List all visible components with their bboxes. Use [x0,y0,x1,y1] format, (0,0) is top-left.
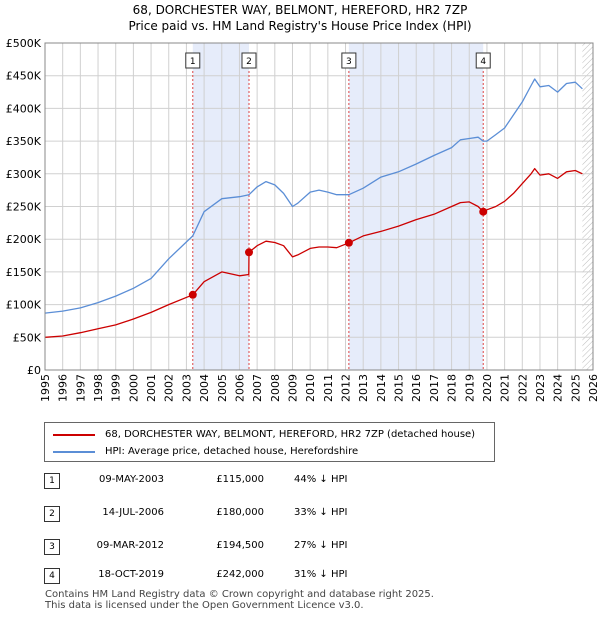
chart-title: 68, DORCHESTER WAY, BELMONT, HEREFORD, H… [132,3,468,17]
y-tick-label: £150K [6,266,42,279]
y-tick-label: £50K [13,331,42,344]
x-tick-label: 2019 [463,374,476,402]
x-tick-label: 2021 [499,374,512,402]
legend-item-hpi: HPI: Average price, detached house, Here… [53,446,358,457]
x-tick-label: 2011 [322,374,335,402]
sale-point [344,238,353,247]
legend-label-property: 68, DORCHESTER WAY, BELMONT, HEREFORD, H… [105,429,476,440]
x-tick-label: 2001 [145,374,158,402]
sale-number-badge: 1 [44,473,60,489]
sale-marker-box [241,52,257,69]
property-price-line [44,167,583,338]
chart-subtitle: Price paid vs. HM Land Registry's House … [128,19,472,33]
sale-date: 14-JUL-2006 [102,507,164,518]
legend-label-hpi: HPI: Average price, detached house, Here… [105,446,359,457]
sale-marker-label: 4 [480,57,486,67]
y-tick-label: £200K [6,233,42,246]
legend: 68, DORCHESTER WAY, BELMONT, HEREFORD, H… [44,422,495,462]
legend-item-property: 68, DORCHESTER WAY, BELMONT, HEREFORD, H… [53,429,475,440]
legend-swatch-hpi [53,450,95,453]
price-chart: £0 £50K £100K £150K £200K £250K £300K £350K £400… [6,37,600,402]
sale-row: 2 14-JUL-2006 £180,000 33% ↓ HPI [44,506,374,524]
x-tick-label: 2026 [587,374,600,402]
legend-swatch-property [53,433,95,436]
x-tick-label: 1997 [74,374,87,402]
x-tick-label: 2009 [286,374,299,402]
x-tick-label: 2010 [304,374,317,402]
footer-licence: This data is licensed under the Open Gov… [45,600,364,611]
sale-marker-box [475,52,491,69]
sale-price: £180,000 [216,507,264,518]
sale-marker-box [341,52,357,69]
x-tick-label: 2012 [340,374,353,402]
x-tick-label: 2015 [393,374,406,402]
x-tick-label: 2013 [357,374,370,402]
sale-row: 3 09-MAR-2012 £194,500 27% ↓ HPI [44,539,374,557]
footer: Contains HM Land Registry data © Crown c… [45,589,434,611]
y-tick-label: £400K [6,102,42,115]
x-tick-label: 2023 [534,374,547,402]
x-tick-label: 2006 [233,374,246,402]
y-tick-label: £250K [6,201,42,214]
x-tick-label: 2008 [269,374,282,402]
sale-marker-box [185,52,201,69]
x-tick-label: 2004 [198,374,211,402]
x-tick-label: 2017 [428,374,441,402]
sale-price: £242,000 [216,569,264,580]
y-tick-label: £100K [6,299,42,312]
sale-hpi-diff: 31% ↓ HPI [294,569,348,580]
x-tick-label: 2022 [516,374,529,402]
x-tick-label: 1996 [57,374,70,402]
sale-date: 09-MAY-2003 [98,474,164,485]
sale-price: £115,000 [216,474,264,485]
x-tick-label: 2018 [446,374,459,402]
sale-date: 18-OCT-2019 [98,569,164,580]
sale-date: 09-MAR-2012 [96,540,164,551]
x-tick-label: 2000 [127,374,140,402]
x-tick-label: 2025 [569,374,582,402]
footer-copyright: Contains HM Land Registry data © Crown c… [45,589,434,600]
sale-price: £194,500 [216,540,264,551]
x-tick-label: 1999 [110,374,123,402]
sale-hpi-diff: 44% ↓ HPI [294,474,348,485]
sale-number-badge: 4 [44,568,60,584]
x-tick-label: 2007 [251,374,264,402]
sale-number-badge: 2 [44,506,60,522]
sale-marker-label: 2 [246,57,252,67]
y-tick-label: £300K [6,168,42,181]
y-tick-label: £350K [6,135,42,148]
x-tick-label: 2005 [216,374,229,402]
y-tick-label: £500K [6,37,42,50]
sale-hpi-diff: 27% ↓ HPI [294,540,348,551]
y-tick-label: £450K [6,70,42,83]
x-tick-label: 2003 [180,374,193,402]
x-tick-label: 2020 [481,374,494,402]
sale-marker-label: 1 [190,57,196,67]
y-tick-label: £0 [27,364,41,377]
sale-point [479,207,488,216]
x-tick-label: 1998 [92,374,105,402]
hpi-line [44,78,583,314]
x-tick-label: 2002 [163,374,176,402]
sale-point [188,290,197,299]
x-tick-label: 1995 [39,374,52,402]
sale-marker-label: 3 [346,57,352,67]
x-tick-label: 2014 [375,374,388,402]
sale-row: 1 09-MAY-2003 £115,000 44% ↓ HPI [44,473,374,491]
x-tick-label: 2016 [410,374,423,402]
plot-border [44,42,594,371]
sale-hpi-diff: 33% ↓ HPI [294,507,348,518]
sale-number-badge: 3 [44,539,60,555]
sale-point [244,248,253,257]
sale-row: 4 18-OCT-2019 £242,000 31% ↓ HPI [44,568,374,586]
x-tick-label: 2024 [552,374,565,402]
